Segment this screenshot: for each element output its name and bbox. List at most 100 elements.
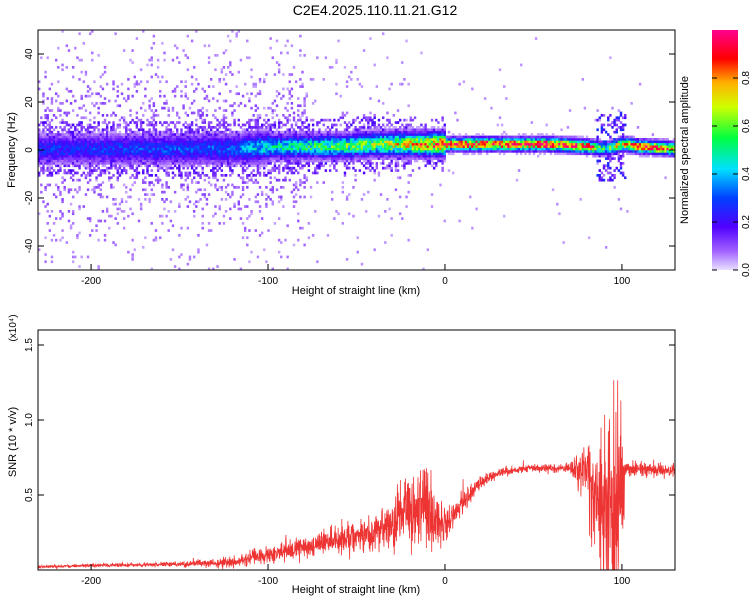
heatmap-cell [532,147,536,151]
heatmap-cell [505,150,508,153]
heatmap-cell [222,116,226,120]
heatmap-cell [377,145,381,148]
heatmap-cell [473,135,476,139]
heatmap-cell [515,138,519,141]
heatmap-cell [135,126,139,129]
heatmap-cell [203,174,207,177]
heatmap-cell [50,142,54,146]
heatmap-cell [50,210,54,213]
heatmap-cell [169,142,173,146]
heatmap-cell [163,207,166,211]
heatmap-cell [299,34,302,38]
heatmap-cell [218,150,221,153]
heatmap-cell [80,58,83,62]
heatmap-cell [93,157,96,160]
heatmap-cell [577,145,580,148]
heatmap-cell [88,118,92,122]
heatmap-cell [488,150,491,153]
heatmap-cell [362,157,366,160]
heatmap-cell [54,135,58,139]
heatmap-cell [44,142,47,146]
heatmap-cell [190,121,194,124]
heatmap-cell [99,219,102,223]
heatmap-cell [430,205,434,208]
heatmap-cell [131,130,134,134]
heatmap-cell [161,152,164,156]
heatmap-cell [93,186,96,189]
heatmap-cell [137,128,141,132]
heatmap-cell [169,135,173,139]
heatmap-cell [156,181,160,184]
heatmap-cell [86,85,90,88]
heatmap-cell [407,142,410,146]
heatmap-cell [224,49,228,52]
heatmap-cell [401,61,404,64]
heatmap-cell [91,162,94,165]
heatmap-cell [209,78,213,81]
heatmap-cell [195,162,198,165]
heatmap-cell [135,123,139,127]
heatmap-cell [167,135,170,139]
heatmap-cell [169,140,173,144]
heatmap-cell [78,162,81,165]
heatmap-cell [498,142,502,146]
heatmap-cell [197,140,200,144]
heatmap-cell [95,152,98,156]
heatmap-cell [280,133,283,136]
heatmap-cell [341,147,345,151]
heatmap-cell [114,150,117,153]
heatmap-cell [178,234,181,237]
heatmap-cell [116,90,119,93]
heatmap-cell [286,118,289,122]
heatmap-cell [388,128,391,132]
heatmap-cell [237,174,241,177]
heatmap-cell [381,32,385,36]
heatmap-cell [428,140,432,144]
heatmap-cell [392,126,396,129]
heatmap-cell [314,140,317,144]
heatmap-cell [494,150,497,153]
heatmap-cell [237,92,241,96]
heatmap-cell [394,135,398,139]
heatmap-cell [135,82,139,86]
heatmap-cell [536,138,540,141]
heatmap-cell [144,145,147,148]
heatmap-cell [88,152,92,156]
heatmap-cell [76,152,79,156]
heatmap-cell [379,126,383,129]
heatmap-cell [256,152,260,156]
heatmap-cell [163,190,166,194]
heatmap-cell [556,202,559,206]
heatmap-cell [452,142,455,146]
heatmap-cell [48,152,52,156]
heatmap-cell [339,159,342,163]
heatmap-cell [209,157,213,160]
heatmap-cell [167,142,170,146]
heatmap-cell [199,152,202,156]
heatmap-cell [452,135,455,139]
heatmap-cell [201,106,204,110]
heatmap-cell [173,138,177,141]
heatmap-cell [337,157,340,160]
heatmap-cell [120,140,124,144]
heatmap-cell [309,118,313,122]
heatmap-cell [243,104,247,108]
heatmap-cell [428,152,432,156]
heatmap-cell [118,138,122,141]
heatmap-cell [159,94,162,98]
heatmap-cell [209,142,213,146]
heatmap-cell [74,126,77,129]
heatmap-cell [63,169,66,172]
heatmap-cell [88,234,92,237]
heatmap-cell [42,142,45,146]
heatmap-cell [61,147,64,151]
heatmap-cell [161,162,164,165]
heatmap-cell [273,99,277,103]
heatmap-cell [381,166,385,170]
heatmap-cell [301,140,304,144]
heatmap-cell [78,130,81,134]
heatmap-cell [95,169,98,172]
heatmap-cell [367,147,370,151]
heatmap-cell [229,159,232,163]
heatmap-cell [426,154,429,158]
